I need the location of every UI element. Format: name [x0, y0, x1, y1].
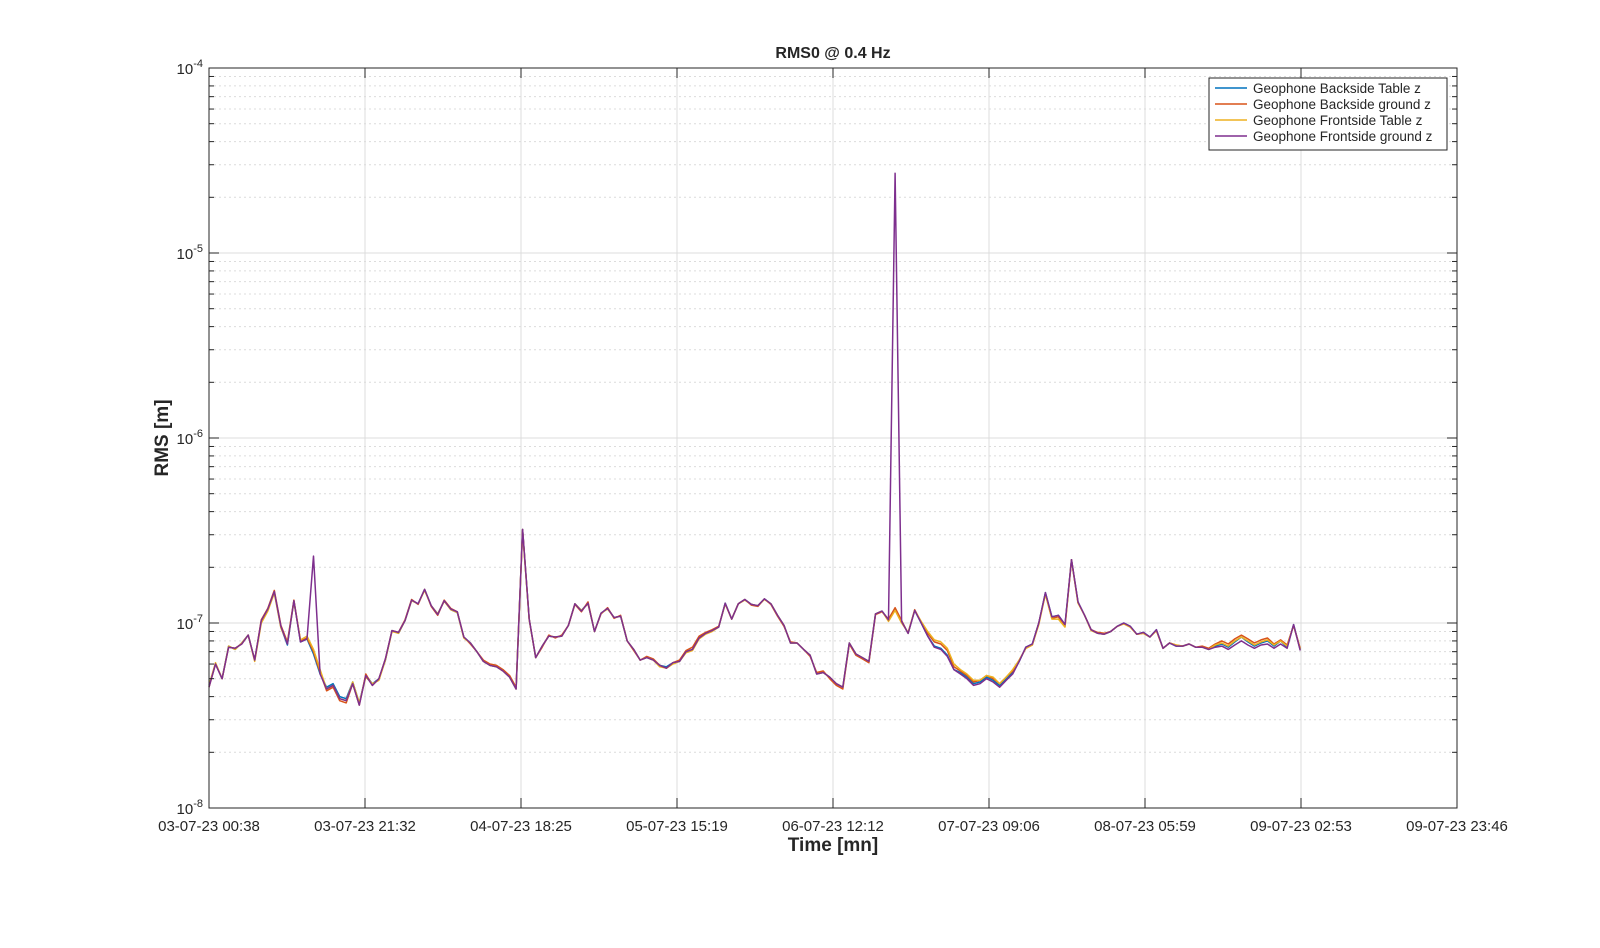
x-tick-label: 06-07-23 12:12 — [782, 818, 884, 835]
axis-ticks — [208, 67, 1458, 809]
y-tick-exponent: -4 — [193, 58, 203, 70]
x-tick-label: 09-07-23 23:46 — [1406, 818, 1508, 835]
y-tick-base: 10 — [177, 431, 194, 448]
legend-entry-label: Geophone Backside ground z — [1253, 97, 1431, 112]
x-axis-label: Time [mn] — [788, 835, 878, 856]
x-tick-label: 04-07-23 18:25 — [470, 818, 572, 835]
series-layer — [208, 172, 1301, 706]
x-tick-label: 03-07-23 00:38 — [158, 818, 260, 835]
legend-entry-label: Geophone Frontside ground z — [1253, 129, 1433, 144]
y-tick-exponent: -6 — [193, 428, 203, 440]
y-tick-base: 10 — [177, 246, 194, 263]
x-tick-label: 03-07-23 21:32 — [314, 818, 416, 835]
y-tick-base: 10 — [177, 616, 194, 633]
legend-entry-label: Geophone Frontside Table z — [1253, 113, 1423, 128]
x-tick-label: 05-07-23 15:19 — [626, 818, 728, 835]
y-tick-label: 10-8 — [177, 798, 203, 818]
y-tick-label: 10-7 — [177, 613, 203, 633]
x-tick-labels: 03-07-23 00:38 03-07-23 21:32 04-07-23 18:… — [158, 818, 1508, 835]
y-tick-labels: 10-810-710-610-510-4 — [177, 58, 203, 818]
x-tick-label: 08-07-23 05:59 — [1094, 818, 1196, 835]
y-tick-label: 10-4 — [177, 58, 203, 78]
y-tick-label: 10-5 — [177, 243, 203, 263]
y-tick-exponent: -5 — [193, 243, 203, 255]
series-line-4 — [208, 172, 1301, 706]
legend-entry-label: Geophone Backside Table z — [1253, 81, 1421, 96]
y-tick-exponent: -8 — [193, 798, 203, 810]
y-tick-base: 10 — [177, 61, 194, 78]
x-tick-label: 09-07-23 02:53 — [1250, 818, 1352, 835]
y-tick-exponent: -7 — [193, 613, 203, 625]
y-axis-label: RMS [m] — [152, 399, 173, 476]
y-tick-label: 10-6 — [177, 428, 203, 448]
y-tick-base: 10 — [177, 801, 194, 818]
x-tick-label: 07-07-23 09:06 — [938, 818, 1040, 835]
legend-box — [1208, 77, 1448, 151]
chart-title: RMS0 @ 0.4 Hz — [775, 45, 890, 62]
